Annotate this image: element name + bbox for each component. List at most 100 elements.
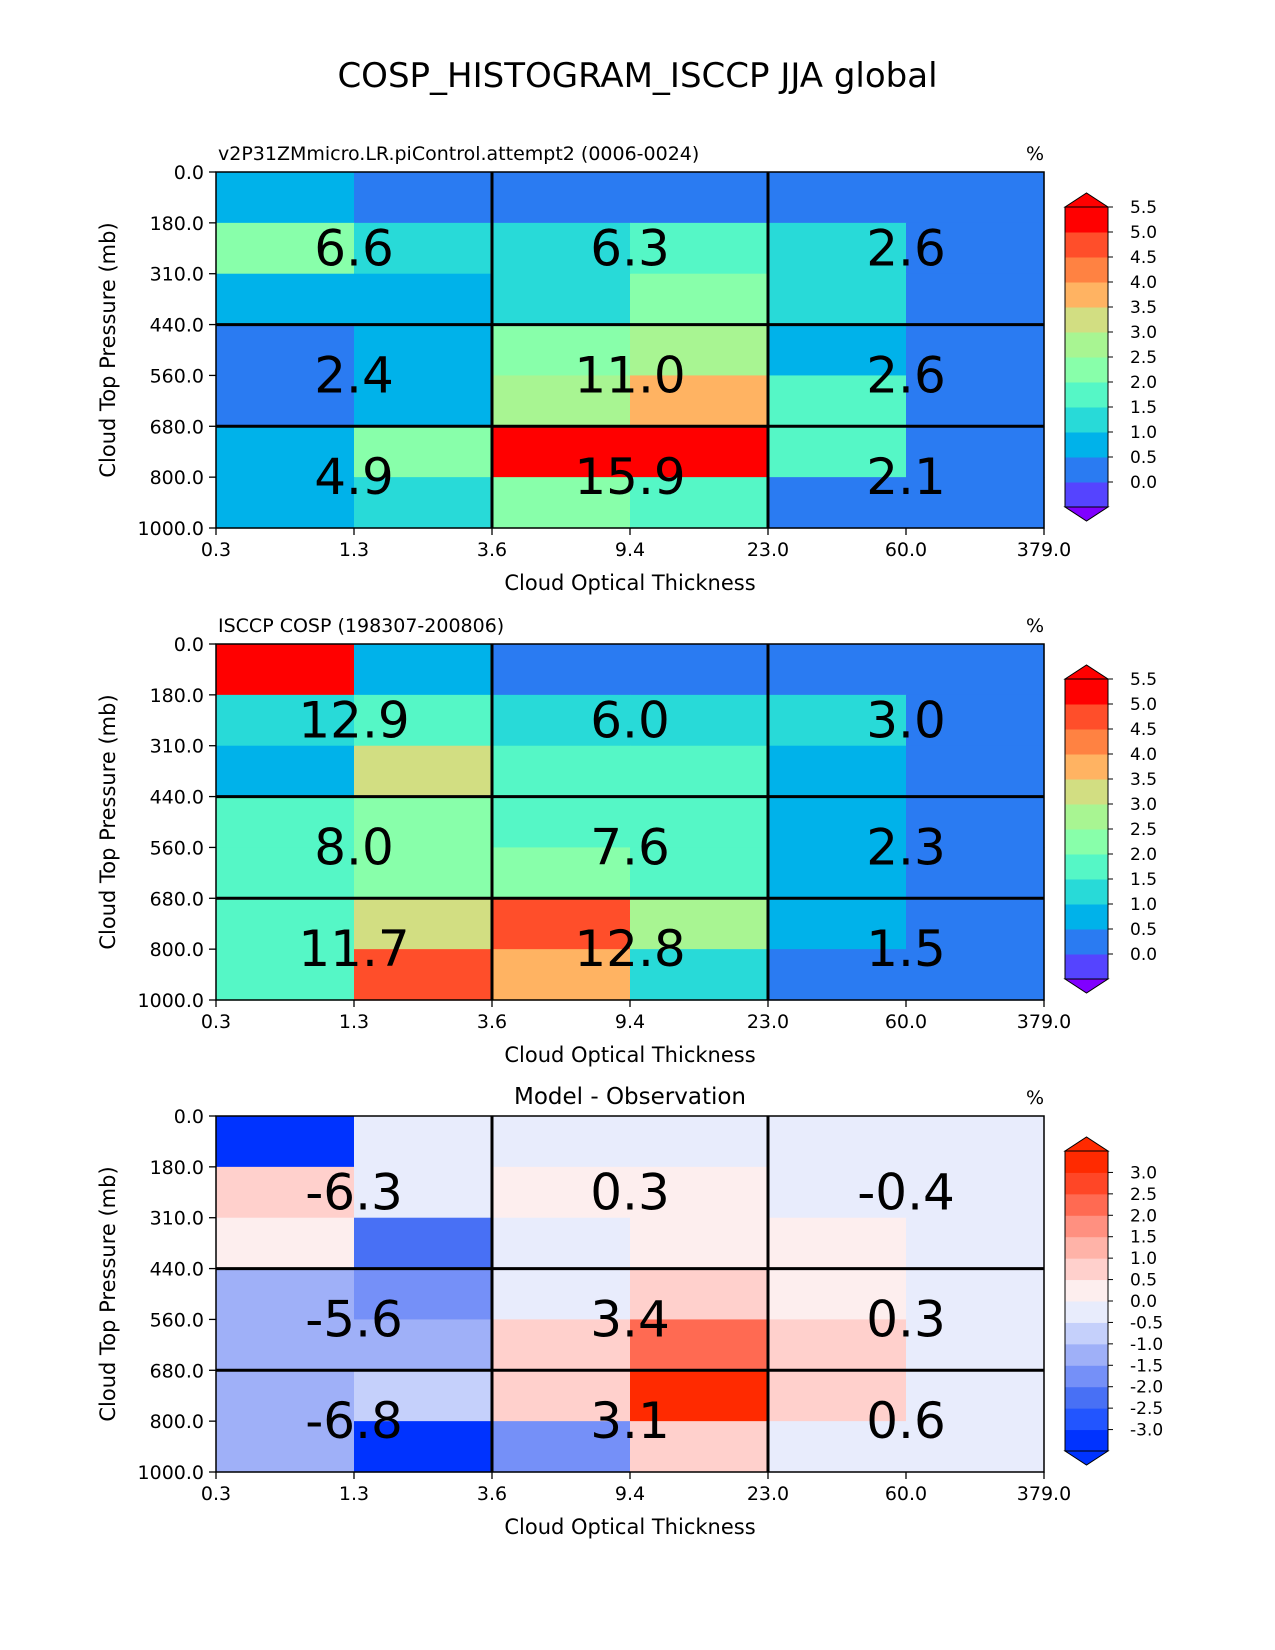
block-value: 3.0 <box>866 691 946 749</box>
heatmap-cell <box>768 172 907 224</box>
heatmap-cell <box>216 1268 355 1321</box>
y-tick-label: 800.0 <box>150 467 204 489</box>
colorbar-tick-label: 1.0 <box>1130 423 1157 443</box>
heatmap-cell <box>906 1268 1045 1321</box>
heatmap-cell <box>216 1319 355 1371</box>
colorbar-swatch <box>1065 929 1108 955</box>
colorbar-tick-label: 1.5 <box>1130 1228 1157 1248</box>
block-value: 3.4 <box>590 1290 670 1348</box>
y-tick-label: 180.0 <box>150 685 204 707</box>
block-value: 6.3 <box>590 219 670 277</box>
heatmap-cell <box>906 796 1045 849</box>
colorbar-swatch <box>1065 1193 1108 1216</box>
y-tick-label: 440.0 <box>150 315 204 337</box>
block-value: 11.7 <box>298 920 409 978</box>
colorbar-tick-label: 0.5 <box>1130 1271 1157 1291</box>
colorbar-swatch <box>1065 1279 1108 1302</box>
heatmap-cell <box>630 1166 769 1219</box>
heatmap-cell <box>492 644 631 696</box>
heatmap-cell <box>492 1268 631 1321</box>
block-value: 2.4 <box>314 346 394 404</box>
heatmap-cell <box>768 745 907 798</box>
colorbar-swatch <box>1065 1343 1108 1366</box>
heatmap-cell <box>906 1116 1045 1168</box>
colorbar-tick-label: 2.5 <box>1130 820 1157 840</box>
heatmap-cell <box>906 644 1045 696</box>
block-value: 12.9 <box>298 691 409 749</box>
y-tick-label: 0.0 <box>174 1106 204 1128</box>
y-tick-label: 560.0 <box>150 365 204 387</box>
colorbar-swatch <box>1065 1386 1108 1409</box>
colorbar-tick-label: 5.5 <box>1130 198 1157 218</box>
block-value: 3.1 <box>590 1392 670 1450</box>
colorbar-tick-label: 4.5 <box>1130 248 1157 268</box>
heatmap-cell <box>768 222 907 275</box>
heatmap-cell <box>216 324 355 377</box>
block-value: 0.3 <box>590 1163 670 1221</box>
block-value: 8.0 <box>314 818 394 876</box>
heatmap-cell <box>768 949 907 1001</box>
heatmap-cell <box>492 426 631 478</box>
heatmap-cell <box>216 745 355 798</box>
colorbar-tick-label: -1.0 <box>1130 1335 1163 1355</box>
colorbar-under-arrow <box>1063 506 1110 522</box>
heatmap-cell <box>768 1217 907 1270</box>
colorbar-swatch <box>1065 1172 1108 1195</box>
heatmap-cell <box>906 1166 1045 1219</box>
units-label: % <box>1026 1087 1044 1109</box>
colorbar-swatch <box>1065 829 1108 855</box>
block-value: -6.8 <box>305 1392 403 1450</box>
heatmap-cell <box>768 1166 907 1219</box>
colorbar-swatch <box>1065 854 1108 880</box>
panel-subtitle: v2P31ZMmicro.LR.piControl.attempt2 (0006… <box>218 143 699 165</box>
heatmap-cell <box>492 796 631 849</box>
heatmap-cell <box>216 796 355 849</box>
heatmap-cell <box>492 477 631 529</box>
y-tick-label: 560.0 <box>150 1309 204 1331</box>
colorbar-tick-label: 1.0 <box>1130 1249 1157 1269</box>
colorbar-swatch <box>1065 232 1108 258</box>
colorbar-swatch <box>1065 1322 1108 1345</box>
heatmap-cell <box>492 949 631 1001</box>
colorbar-swatch <box>1065 1429 1108 1452</box>
heatmap-cell <box>354 796 493 849</box>
colorbar-swatch <box>1065 954 1108 980</box>
colorbar-tick-label: 1.5 <box>1130 398 1157 418</box>
x-tick-label: 60.0 <box>885 1483 927 1505</box>
heatmap-cell <box>768 324 907 377</box>
x-tick-label: 0.3 <box>201 539 231 561</box>
x-tick-label: 0.3 <box>201 1011 231 1033</box>
y-axis-label: Cloud Top Pressure (mb) <box>96 1166 120 1421</box>
block-value: 2.6 <box>866 219 946 277</box>
heatmap-cell <box>216 1421 355 1473</box>
heatmap-cell <box>630 694 769 747</box>
colorbar-swatch <box>1065 904 1108 930</box>
x-tick-label: 1.3 <box>339 1011 369 1033</box>
heatmap-cell <box>492 324 631 377</box>
heatmap-cell <box>906 1421 1045 1473</box>
colorbar-tick-label: 2.0 <box>1130 1206 1157 1226</box>
colorbar-swatch <box>1065 1215 1108 1238</box>
heatmap-cell <box>906 1319 1045 1371</box>
y-tick-label: 180.0 <box>150 1157 204 1179</box>
heatmap-cell <box>768 1370 907 1422</box>
x-tick-label: 3.6 <box>477 1011 507 1033</box>
heatmap-cell <box>768 477 907 529</box>
heatmap-cell <box>630 324 769 377</box>
colorbar-tick-label: 5.0 <box>1130 223 1157 243</box>
colorbar-swatch <box>1065 804 1108 830</box>
x-tick-label: 60.0 <box>885 1011 927 1033</box>
heatmap-cell <box>906 426 1045 478</box>
y-tick-label: 800.0 <box>150 939 204 961</box>
colorbar-tick-label: 2.5 <box>1130 1185 1157 1205</box>
heatmap-cell <box>216 222 355 275</box>
x-tick-label: 3.6 <box>477 539 507 561</box>
heatmap-cell <box>630 745 769 798</box>
colorbar-tick-label: 0.0 <box>1130 1292 1157 1312</box>
heatmap-cell <box>492 273 631 326</box>
x-tick-label: 3.6 <box>477 1483 507 1505</box>
heatmap-cell <box>216 477 355 529</box>
block-value: -6.3 <box>305 1163 403 1221</box>
heatmap-cell <box>216 172 355 224</box>
y-tick-label: 680.0 <box>150 416 204 438</box>
